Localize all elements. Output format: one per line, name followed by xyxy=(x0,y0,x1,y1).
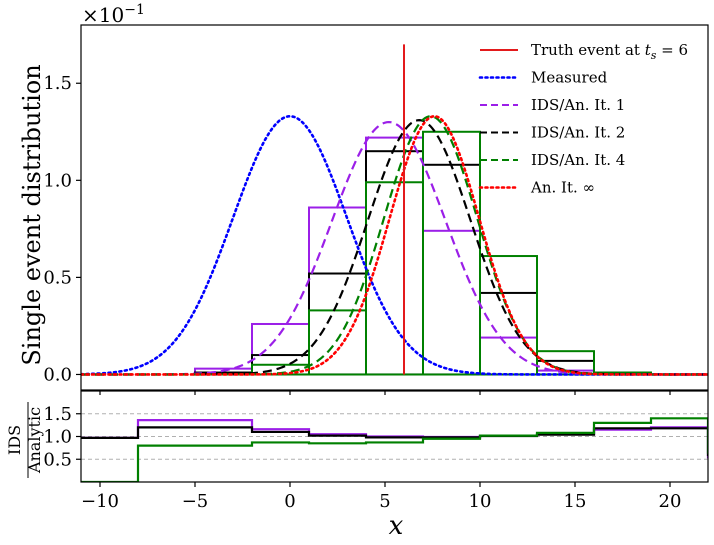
legend-label: Measured xyxy=(531,69,608,87)
ratio-plot-area xyxy=(81,413,708,482)
x-tick-label: −5 xyxy=(182,491,209,512)
ratio-panel: 0.51.01.5 −10 −5 0 5 10 15 20 xyxy=(43,390,709,512)
histogram-bar xyxy=(308,272,367,376)
histogram-bar xyxy=(422,130,481,376)
ratio-y-tick-label: 0.5 xyxy=(43,449,72,470)
main-y-axis-label: Single event distribution xyxy=(18,64,46,365)
ratio-step-it-1 xyxy=(81,419,708,459)
legend-item: An. It. ∞ xyxy=(478,179,595,197)
main-y-tick-label: 1.0 xyxy=(43,170,72,191)
x-tick-label: 10 xyxy=(469,491,492,512)
main-frame xyxy=(80,24,709,391)
legend-label: IDS/An. It. 2 xyxy=(531,124,625,142)
legend-item: IDS/An. It. 2 xyxy=(480,124,625,142)
ratio-y-label-denominator: Analytic xyxy=(25,407,44,474)
x-tick-label: −10 xyxy=(81,491,119,512)
curve-an-it xyxy=(81,114,708,376)
x-tick-label: 5 xyxy=(379,491,390,512)
x-tick-label: 0 xyxy=(284,491,295,512)
main-y-tick-label: 0.5 xyxy=(43,267,72,288)
ratio-y-tick-label: 1.5 xyxy=(43,404,72,425)
main-panel: 0.0 0.5 1.0 1.5 xyxy=(43,24,709,395)
legend-label: IDS/An. It. 1 xyxy=(531,96,625,114)
legend: Truth event at ts = 6 Measured IDS/An. It.… xyxy=(478,41,688,197)
legend-item: IDS/An. It. 1 xyxy=(480,96,625,114)
main-y-tick-label: 0.0 xyxy=(43,364,72,385)
legend-label: Truth event at ts = 6 xyxy=(531,41,688,62)
legend-item: Measured xyxy=(478,69,608,87)
legend-item: IDS/An. It. 4 xyxy=(480,151,625,169)
histogram-bar xyxy=(365,181,424,376)
ratio-y-label-numerator: IDS xyxy=(5,425,24,455)
histogram-bar xyxy=(365,136,424,376)
x-axis-label: x xyxy=(389,511,404,541)
histogram-bar xyxy=(365,150,424,376)
legend-label: An. It. ∞ xyxy=(530,179,595,197)
main-y-tick-label: 1.5 xyxy=(43,73,72,94)
offset-label: ×10−1 xyxy=(82,2,145,27)
ratio-y-axis-label: IDS Analytic xyxy=(5,402,44,478)
histogram-bar xyxy=(479,336,538,376)
x-tick-label: 20 xyxy=(659,491,682,512)
legend-item: Truth event at ts = 6 xyxy=(480,41,688,62)
histogram-bar xyxy=(422,229,481,376)
ratio-step-it-4 xyxy=(81,417,708,482)
main-plot-area xyxy=(81,44,708,376)
histogram-bar xyxy=(479,291,538,376)
x-tick-label: 15 xyxy=(564,491,587,512)
ratio-y-tick-label: 1.0 xyxy=(43,427,72,448)
legend-label: IDS/An. It. 4 xyxy=(531,151,625,169)
